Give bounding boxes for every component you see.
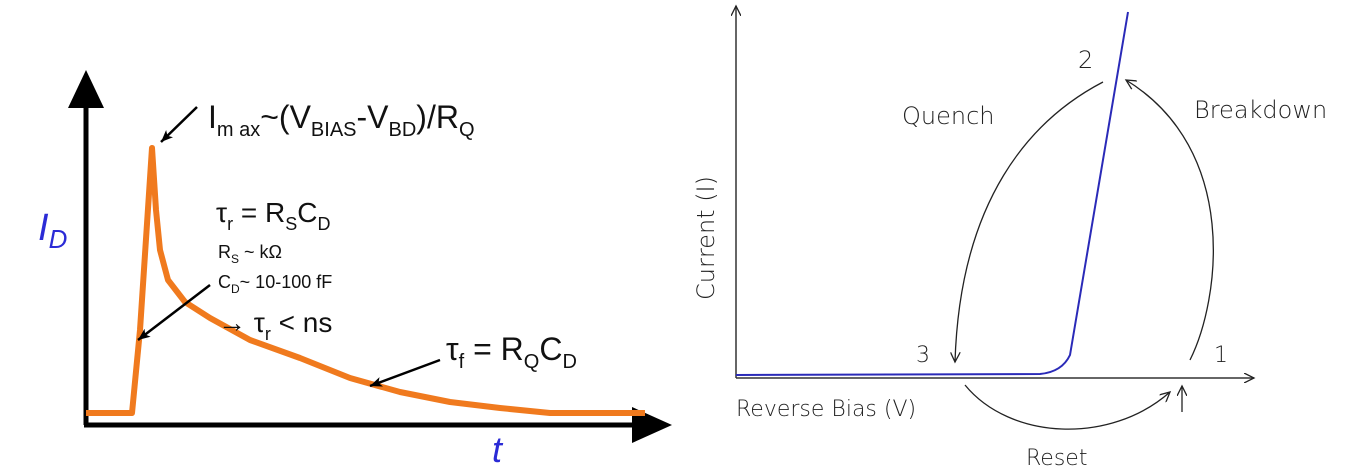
point-3-label: 3 — [916, 343, 930, 368]
tau-f-formula: τf = RQCD — [446, 331, 577, 373]
id-axis-label: ID — [38, 207, 67, 254]
cd-value: CD~ 10-100 fF — [218, 272, 332, 296]
t-axis-label: t — [492, 429, 504, 470]
left-panel: ID t Im ax~(VBIAS-VBD)/RQ τr = RSCD RS ~… — [38, 70, 672, 470]
reset-label: Reset — [1026, 446, 1087, 471]
reset-arrow — [964, 384, 1170, 430]
tau-r-formula: τr = RSCD — [216, 197, 330, 234]
current-axis-label: Current (I) — [692, 176, 720, 300]
quench-label: Quench — [902, 102, 994, 130]
imax-arrow — [160, 106, 198, 143]
point-1-label: 1 — [1214, 343, 1228, 368]
right-panel: Current (I) Reverse Bias (V) Quench Brea… — [692, 6, 1327, 471]
iv-curve — [735, 11, 1129, 376]
rs-value: RS ~ kΩ — [218, 242, 282, 266]
tau-r-estimate: → τr < ns — [218, 307, 332, 344]
point-2-label: 2 — [1078, 46, 1093, 74]
current-pulse-curve — [86, 145, 645, 416]
reverse-bias-label: Reverse Bias (V) — [736, 397, 916, 422]
breakdown-arrow — [1126, 80, 1214, 361]
tau-r-arrow — [137, 284, 211, 341]
left-y-axis-arrowhead — [68, 70, 104, 108]
imax-formula: Im ax~(VBIAS-VBD)/RQ — [208, 99, 475, 141]
quench-arrow — [955, 81, 1104, 362]
tau-f-arrow — [369, 358, 441, 388]
breakdown-label: Breakdown — [1194, 96, 1327, 124]
